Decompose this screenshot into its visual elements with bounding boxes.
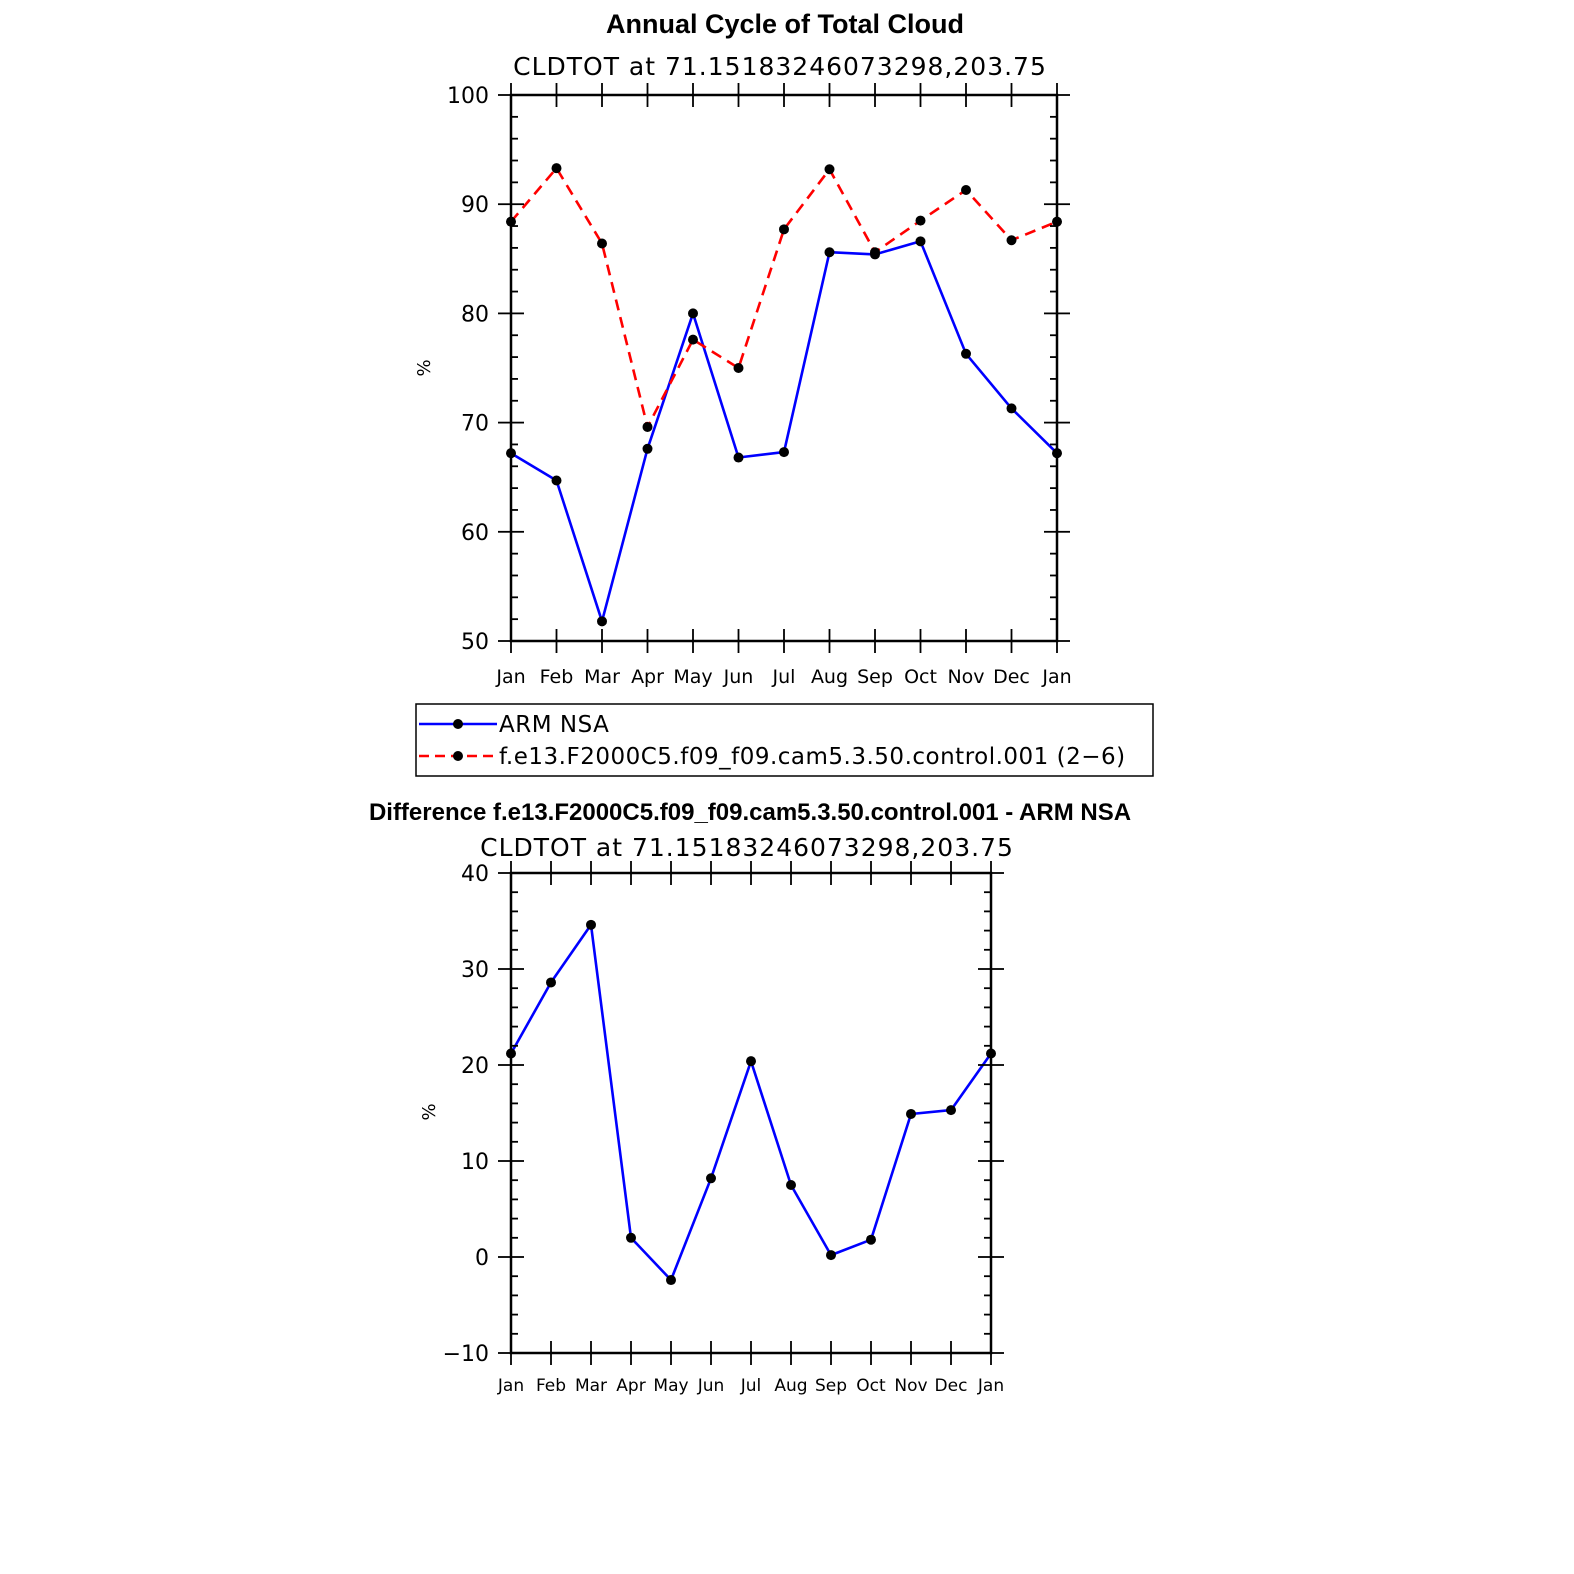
- chart2-series-0-point-2: [586, 919, 596, 930]
- chart1-series-0-point-7: [824, 247, 835, 258]
- chart1-series-0-point-1: [551, 475, 562, 486]
- chart2-ytick-label-4: 0: [475, 1246, 489, 1271]
- chart2-xtick-label-12: Jan: [977, 1376, 1004, 1396]
- chart1-series-1-point-1: [551, 163, 562, 174]
- chart2-series-0-line: [509, 923, 993, 1282]
- chart1-xtick-label-1: Feb: [540, 666, 574, 688]
- chart1-xtick-label-7: Aug: [811, 666, 848, 688]
- chart1-series-1-point-8: [870, 247, 880, 258]
- chart1-series-1-point-10: [961, 185, 971, 196]
- chart1-series-1-point-4: [688, 334, 698, 345]
- chart2-series-0-point-11: [946, 1105, 956, 1116]
- chart1-series-1-point-3: [642, 421, 653, 432]
- chart1-series-1-point-2: [597, 238, 607, 249]
- chart1-legend: ARM NSA f.e13.F2000C5.f09_f09.cam5.3.50.…: [415, 703, 1154, 777]
- legend-box: [415, 703, 1154, 777]
- chart1-series-1-line: [510, 166, 1058, 429]
- chart1-xtick-label-8: Sep: [857, 666, 893, 688]
- chart2-title: Difference f.e13.F2000C5.f09_f09.cam5.3.…: [369, 799, 1131, 826]
- chart2-xtick-label-5: Jun: [697, 1376, 725, 1396]
- legend-entry-model: f.e13.F2000C5.f09_f09.cam5.3.50.control.…: [419, 744, 1126, 770]
- legend-marker-model: [453, 751, 463, 761]
- chart2-series-0-point-5: [706, 1173, 716, 1184]
- chart1-series-0-point-9: [915, 236, 926, 247]
- legend-entry-arm-nsa: ARM NSA: [419, 712, 609, 738]
- chart1-series-1-point-7: [824, 164, 835, 175]
- chart2-xtick-label-6: Jul: [740, 1376, 762, 1396]
- chart1-series-0-point-6: [779, 447, 789, 458]
- chart2-series-0-point-7: [786, 1180, 796, 1190]
- chart2-subtitle: CLDTOT at 71.15183246073298,203.75: [480, 833, 1014, 862]
- chart1-plot-area: 100 90 80 70 60 50 Jan Feb Mar Apr May Jun Jul Aug Sep…: [447, 83, 1072, 688]
- chart2-xtick-label-0: Jan: [497, 1376, 524, 1396]
- chart2-series-0-point-9: [866, 1234, 876, 1245]
- chart1-xtick-label-0: Jan: [495, 666, 525, 688]
- chart1-xtick-label-4: May: [673, 666, 712, 688]
- chart1-xtick-label-6: Jul: [772, 666, 796, 688]
- chart2-xtick-label-9: Oct: [856, 1376, 886, 1396]
- chart1-ytick-label-2: 80: [461, 302, 489, 327]
- chart2-y-axis-label: %: [419, 1103, 440, 1120]
- chart1-series-0-point-4: [688, 308, 698, 319]
- chart2-plot-area: 40 30 20 10 0 −10 Jan Feb Mar Apr May Jun Jul Aug Sep O…: [443, 861, 1004, 1396]
- chart1-series-0-line: [510, 240, 1058, 623]
- chart1-series-0-point-2: [597, 616, 607, 627]
- chart2-series-0-point-10: [906, 1108, 916, 1119]
- chart1-series-1-point-9: [915, 215, 926, 226]
- chart1-frame: [509, 93, 1059, 643]
- chart2-series-0-point-3: [626, 1232, 636, 1243]
- chart1-ytick-label-0: 100: [447, 84, 489, 109]
- chart1-xtick-label-9: Oct: [904, 666, 937, 688]
- chart1-xtick-label-5: Jun: [723, 666, 754, 688]
- chart2-xtick-label-8: Sep: [815, 1376, 847, 1396]
- legend-marker-arm-nsa: [453, 719, 463, 729]
- chart1-xtick-label-11: Dec: [993, 666, 1030, 688]
- chart1-series-0-point-5: [733, 452, 744, 463]
- chart2-xtick-label-1: Feb: [536, 1376, 566, 1396]
- chart1-series-0-point-3: [642, 443, 653, 454]
- difference-chart: Difference f.e13.F2000C5.f09_f09.cam5.3.…: [369, 799, 1131, 1396]
- chart2-ytick-label-0: 40: [461, 862, 489, 887]
- chart1-series-1-point-6: [779, 224, 789, 235]
- chart1-series-1-point-5: [733, 363, 744, 373]
- chart1-title: Annual Cycle of Total Cloud: [606, 9, 964, 39]
- chart2-xtick-label-11: Dec: [935, 1376, 968, 1396]
- chart2-xtick-label-10: Nov: [894, 1376, 927, 1396]
- chart1-series-0-point-10: [961, 348, 971, 359]
- chart1-xtick-label-3: Apr: [631, 666, 664, 688]
- chart2-ytick-label-2: 20: [461, 1054, 489, 1079]
- chart1-xtick-label-10: Nov: [947, 666, 984, 688]
- chart2-xtick-label-4: May: [653, 1376, 688, 1396]
- chart2-xtick-label-3: Apr: [616, 1376, 645, 1396]
- chart2-xtick-label-2: Mar: [575, 1376, 607, 1396]
- chart1-ytick-label-3: 70: [461, 412, 489, 437]
- chart1-ytick-label-1: 90: [461, 193, 489, 218]
- chart2-ytick-label-1: 30: [461, 958, 489, 983]
- chart2-ytick-label-5: −10: [443, 1342, 489, 1367]
- chart1-subtitle: CLDTOT at 71.15183246073298,203.75: [513, 52, 1047, 81]
- chart2-ytick-label-3: 10: [461, 1150, 489, 1175]
- chart1-y-axis-label: %: [414, 359, 435, 376]
- chart2-series-0-point-6: [746, 1056, 756, 1067]
- chart1-ytick-label-5: 50: [461, 630, 489, 655]
- legend-label-arm-nsa: ARM NSA: [499, 712, 609, 738]
- chart1-ytick-label-4: 60: [461, 521, 489, 546]
- annual-cycle-chart: Annual Cycle of Total Cloud CLDTOT at 71…: [414, 9, 1072, 688]
- chart1-xtick-label-2: Mar: [584, 666, 620, 688]
- chart2-series-0-point-1: [546, 977, 556, 988]
- chart2-series-0-point-4: [666, 1275, 676, 1286]
- chart1-series-0-point-11: [1006, 403, 1017, 414]
- chart2-xtick-label-7: Aug: [774, 1376, 807, 1396]
- chart2-series-0-point-8: [826, 1250, 836, 1261]
- chart1-xtick-label-12: Jan: [1041, 666, 1071, 688]
- legend-label-model: f.e13.F2000C5.f09_f09.cam5.3.50.control.…: [499, 744, 1126, 770]
- chart1-series-1-point-11: [1006, 235, 1017, 246]
